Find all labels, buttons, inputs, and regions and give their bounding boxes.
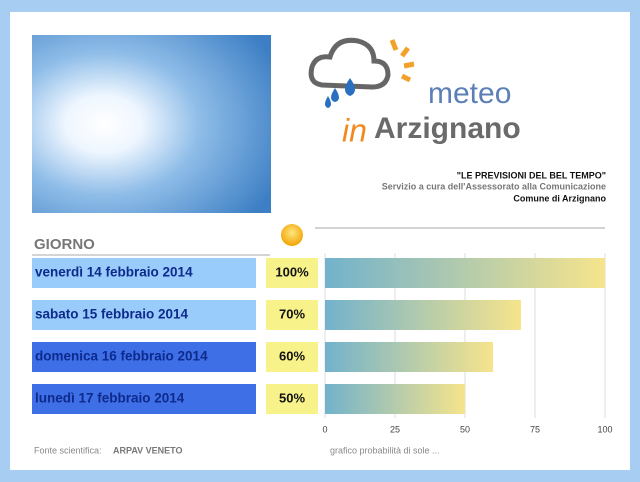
header-text: Servizio a cura dell'Assessorato alla Co… — [382, 181, 606, 191]
column-header: GIORNO — [34, 236, 95, 253]
sky-photo — [32, 35, 271, 213]
bar — [325, 258, 605, 288]
day-box — [32, 300, 256, 330]
percent-box — [266, 300, 318, 330]
day-box — [32, 258, 256, 288]
day-box — [32, 384, 256, 414]
logo-text: meteo — [428, 77, 511, 110]
percent-label: 50% — [279, 390, 305, 405]
logo-icon — [308, 37, 415, 108]
day-label: sabato 15 febbraio 2014 — [35, 307, 189, 322]
logo-text: Arzignano — [374, 112, 521, 145]
x-tick-label: 0 — [322, 424, 327, 434]
x-tick-label: 25 — [390, 424, 400, 434]
x-tick-label: 50 — [460, 424, 470, 434]
percent-label: 100% — [275, 264, 309, 279]
percent-label: 60% — [279, 348, 305, 363]
percent-box — [266, 342, 318, 372]
day-label: lunedì 17 febbraio 2014 — [35, 391, 185, 406]
day-label: domenica 16 febbraio 2014 — [35, 349, 208, 364]
header-text: Comune di Arzignano — [513, 193, 606, 203]
header-text: "LE PREVISIONI DEL BEL TEMPO" — [457, 170, 606, 180]
day-label: venerdì 14 febbraio 2014 — [35, 265, 193, 280]
x-tick-label: 100 — [597, 424, 612, 434]
percent-label: 70% — [279, 306, 305, 321]
x-tick-label: 75 — [530, 424, 540, 434]
bar — [325, 342, 493, 372]
logo-text: in — [342, 112, 367, 148]
caption: grafico probabilità di sole ... — [330, 445, 440, 455]
sun-icon — [281, 224, 303, 246]
bar — [325, 300, 521, 330]
source-label: Fonte scientifica: — [34, 445, 102, 455]
percent-box — [266, 384, 318, 414]
bar — [325, 384, 465, 414]
source-name: ARPAV VENETO — [113, 445, 183, 455]
percent-box — [266, 258, 318, 288]
day-box — [32, 342, 256, 372]
